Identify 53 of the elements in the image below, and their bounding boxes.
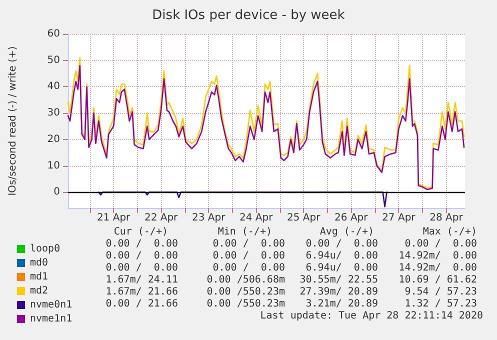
text: 9.54 / 57.23 (404, 286, 477, 298)
y-tick-label: 50 (47, 54, 60, 66)
text: 0.00 / 0.00 (212, 250, 285, 262)
y-tick-label: 20 (47, 134, 60, 145)
text: 6.94u/ 0.00 (306, 250, 378, 262)
x-tick-label: 22 Apr (144, 212, 179, 224)
text: 1.67m/ 24.11 (106, 274, 178, 286)
legend-label: md1 (30, 272, 48, 282)
text: 0.00 / 0.00 (306, 238, 378, 250)
x-tick-label: 28 Apr (430, 212, 464, 224)
text: 6.94u/ 0.00 (306, 262, 378, 274)
x-tick-label: 25 Apr (287, 212, 322, 224)
text: 0.00 / 0.00 (212, 238, 285, 250)
text: Min (-/+) (218, 226, 272, 238)
text: 0.00 /550.23m (206, 298, 285, 310)
x-tick-label: 23 Apr (192, 212, 226, 224)
text: 14.92m/ 0.00 (398, 250, 477, 262)
legend-label: md2 (30, 286, 48, 296)
x-tick-label: 27 Apr (382, 212, 416, 224)
y-tick-label: 30 (47, 108, 60, 119)
text: 0.00 / 0.00 (212, 262, 285, 274)
line-series (98, 192, 388, 208)
y-tick-label: 40 (47, 81, 60, 92)
x-tick-label: 24 Apr (240, 212, 274, 224)
text: 27.39m/ 20.89 (300, 286, 378, 298)
chart-title: Disk IOs per device - by week (152, 8, 346, 23)
text: 10.69 / 61.62 (398, 274, 477, 286)
y-tick-label: 10 (47, 160, 60, 172)
text: Avg (-/+) (320, 226, 374, 238)
text: 14.92m/ 0.00 (398, 262, 477, 274)
text: 1.67m/ 21.66 (106, 286, 178, 298)
text: 30.55m/ 22.55 (300, 274, 378, 286)
text: Max (-/+) (422, 226, 477, 238)
text: 0.00 / 0.00 (106, 262, 178, 274)
legend-label: loop0 (30, 244, 60, 254)
legend-label: nvme1n1 (30, 314, 72, 324)
y-axis-title: IOs/second read (-) / write (+) (8, 46, 18, 196)
x-tick-label: 26 Apr (334, 212, 369, 224)
x-tick-label: 21 Apr (96, 212, 132, 224)
text: Cur (-/+) (114, 226, 168, 238)
text: 0.00 / 21.66 (106, 298, 178, 310)
text: 0.00 /506.68m (206, 274, 285, 286)
text: 1.32 / 57.23 (404, 298, 477, 310)
text: 0.00 / 0.00 (106, 250, 178, 262)
text: 0.00 / 0.00 (106, 238, 178, 250)
text: 0.00 /550.23m (206, 286, 285, 298)
y-tick-label: 60 (47, 28, 60, 40)
legend-label: md0 (30, 258, 48, 268)
legend-label: nvme0n1 (30, 300, 72, 310)
text: 0.00 / 0.00 (404, 238, 477, 250)
y-tick-label: 0 (54, 186, 60, 198)
text: 3.21m/ 20.89 (306, 298, 378, 310)
text: Last update: Tue Apr 28 22:11:14 2020 (260, 310, 483, 322)
